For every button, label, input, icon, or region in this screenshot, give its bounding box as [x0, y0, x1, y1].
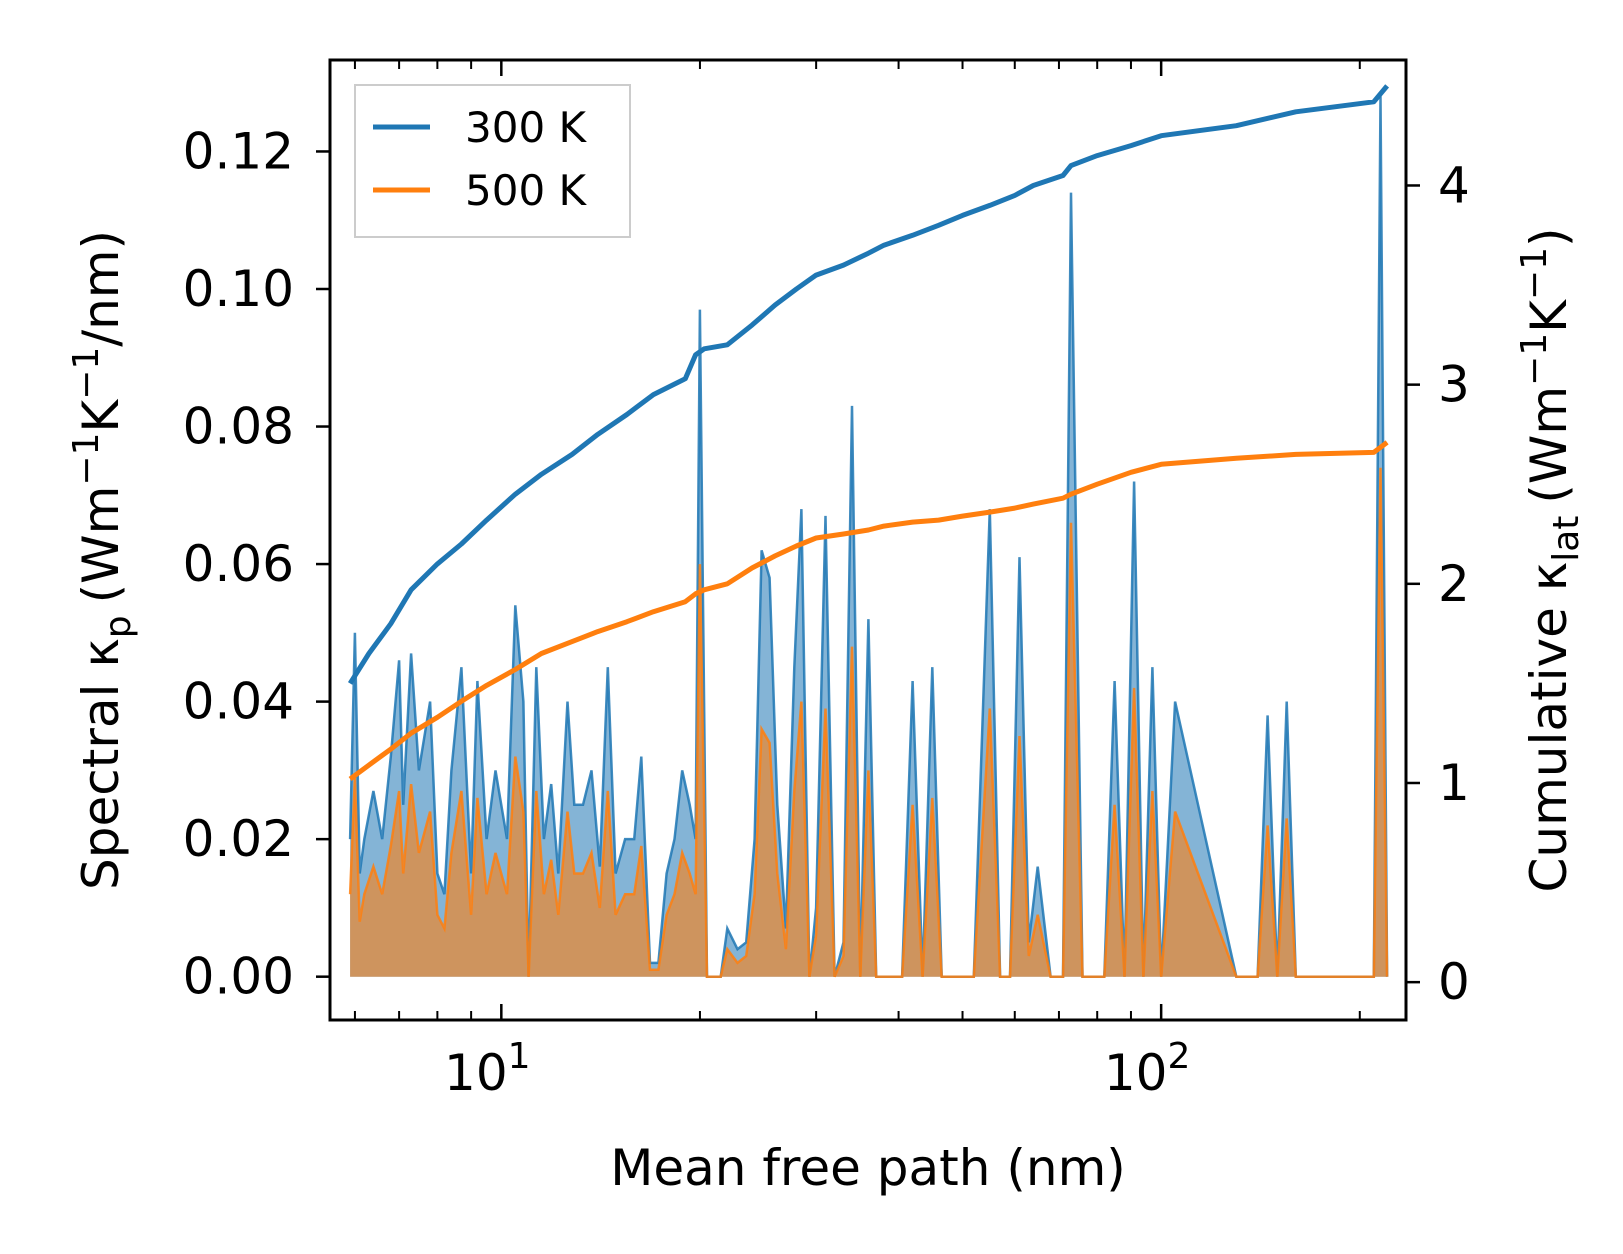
left-y-tick-label-0.00: 0.00	[183, 948, 294, 1006]
legend-box	[354, 84, 631, 238]
left-y-tick-label-0.02: 0.02	[183, 810, 294, 868]
left-y-axis-title-sup1: −1	[66, 433, 107, 486]
right-y-tick-label-3: 3	[1438, 356, 1470, 414]
left-y-axis-title-subscript: p	[98, 615, 139, 638]
left-y-axis-title: Spectral κp(Wm−1K−1/nm)	[66, 230, 139, 890]
cumulative-line-500k	[348, 440, 1389, 782]
spectral-line-500k	[348, 467, 1389, 978]
right-y-tick-label-4: 4	[1438, 156, 1470, 214]
right-y-tick-label-1: 1	[1438, 754, 1470, 812]
left-y-axis-title-unit-mid: K	[72, 399, 130, 433]
right-y-axis-title-subscript: lat	[1546, 516, 1587, 562]
right-y-axis-title-unit-mid: K	[1520, 299, 1578, 333]
right-y-axis-title: Cumulative κlat(Wm−1K−1)	[1514, 227, 1587, 892]
x-tick-label-base: 10	[1104, 1044, 1168, 1102]
left-y-axis-title-unit-post: /nm)	[72, 230, 130, 347]
left-y-axis-title-base: Spectral κ	[72, 638, 130, 890]
cumulative-series-layer	[347, 84, 1390, 782]
x-tick-label-exponent: 2	[1168, 1036, 1191, 1077]
left-y-tick-label-0.04: 0.04	[183, 673, 294, 731]
legend-label-300k: 300 K	[465, 103, 588, 152]
right-y-tick-label-2: 2	[1438, 555, 1470, 613]
legend: 300 K 500 K	[354, 84, 631, 238]
right-y-axis-title-base: Cumulative κ	[1520, 562, 1578, 893]
legend-label-500k: 500 K	[465, 166, 588, 215]
x-tick-label-base: 10	[444, 1044, 508, 1102]
right-y-tick-label-0: 0	[1438, 953, 1470, 1011]
spectral-area-300k	[350, 96, 1388, 977]
right-y-axis-title-unit-post: )	[1520, 227, 1578, 247]
plot-frame	[328, 58, 1408, 1022]
cumulative-line-300k	[347, 84, 1390, 685]
spectral-series-layer	[348, 96, 1389, 978]
left-y-tick-label-0.08: 0.08	[183, 398, 294, 456]
x-axis-title: Mean free path (nm)	[610, 1139, 1126, 1197]
right-y-axis-title-sup1: −1	[1514, 333, 1555, 386]
spectral-area-500k	[350, 467, 1388, 977]
left-y-tick-label-0.12: 0.12	[183, 122, 294, 180]
x-tick-label-exponent: 1	[508, 1036, 531, 1077]
spectral-line-300k	[348, 96, 1389, 978]
left-y-tick-label-0.06: 0.06	[183, 535, 294, 593]
left-y-tick-label-0.10: 0.10	[183, 260, 294, 318]
x-tick-label-100: 102	[1104, 1036, 1191, 1102]
left-y-axis-title-unit-pre: (Wm	[72, 486, 130, 604]
left-y-axis-title-sup2: −1	[66, 347, 107, 400]
right-y-axis-title-unit-pre: (Wm	[1520, 386, 1578, 504]
right-y-axis-title-sup2: −1	[1514, 247, 1555, 300]
x-tick-label-10: 101	[444, 1036, 531, 1102]
